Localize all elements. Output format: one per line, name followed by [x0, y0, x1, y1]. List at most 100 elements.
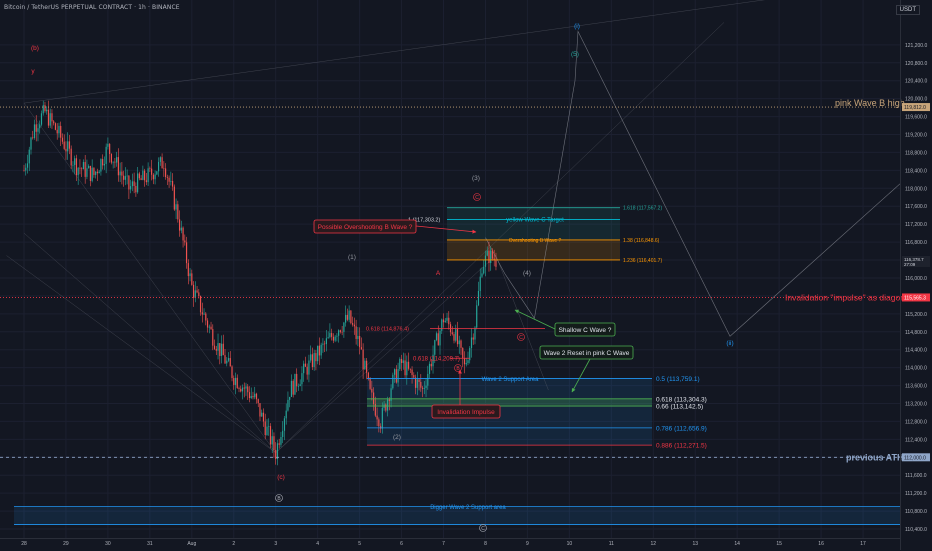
candle-body — [257, 399, 259, 404]
candle-body — [369, 378, 371, 389]
candle-body — [54, 123, 57, 130]
candle-body — [128, 175, 130, 190]
wave-label-ring — [275, 494, 283, 502]
candle-body — [255, 393, 258, 400]
y-tick-label: 114,000.0 — [905, 366, 927, 372]
wave-label: (2) — [393, 434, 401, 441]
candle-body — [254, 393, 256, 398]
fib-top-mid-label: yellow Wave C Target — [506, 218, 564, 224]
level-label: Invalidation "impulse" as diagonal — [785, 292, 912, 302]
bigger-support-zone — [14, 506, 900, 525]
candle-body — [310, 354, 312, 361]
candle-body — [95, 171, 97, 175]
candle-body — [39, 124, 41, 129]
fib-top-zone — [447, 207, 620, 240]
y-tick-label: 110,400.0 — [905, 527, 927, 533]
candle-body — [444, 320, 446, 323]
candle-body — [474, 327, 476, 340]
price-axis[interactable]: 110,400.0 110,800.0 111,200.0 111,600.0 112,… — [902, 43, 930, 533]
y-tick-label: 111,200.0 — [905, 491, 927, 497]
candle-body — [42, 105, 44, 114]
candle-body — [439, 330, 441, 346]
candle-body — [168, 177, 170, 182]
wave-label-ring — [479, 524, 487, 532]
x-tick-label: 6 — [400, 541, 403, 547]
candle-body — [149, 168, 151, 169]
callout-arrow — [571, 358, 591, 393]
y-tick-label: 112,400.0 — [905, 437, 927, 443]
time-axis[interactable]: 28 29 30 31 Aug 2 3 4 5 6 7 8 9 10 11 12 13 14 15 16 17 — [21, 541, 866, 547]
candle-body — [318, 345, 321, 356]
candle-body — [77, 167, 79, 176]
candle-body — [100, 159, 102, 172]
candle-body — [456, 329, 459, 345]
candle-body — [352, 323, 354, 325]
x-tick-label: 29 — [63, 541, 69, 547]
candle-body — [348, 310, 350, 320]
candle-body — [79, 167, 81, 169]
current-price-label: 116,378.7 — [904, 257, 924, 262]
y-tick-label: 114,400.0 — [905, 348, 927, 354]
candle-body — [362, 349, 364, 370]
callout-text: Shallow C Wave ? — [559, 327, 612, 334]
candle-body — [374, 404, 376, 416]
candles — [23, 100, 497, 466]
candle-body — [376, 415, 378, 420]
candle-body — [219, 343, 221, 356]
candle-body — [479, 276, 481, 291]
wave2-green-band — [367, 398, 652, 407]
candle-body — [378, 419, 380, 427]
candle-body — [483, 266, 485, 274]
y-tick-label: 115,200.0 — [905, 312, 927, 318]
y-tick-label: 119,200.0 — [905, 133, 927, 139]
candle-body — [107, 143, 109, 147]
candle-body — [311, 354, 314, 368]
candle-body — [32, 137, 34, 139]
candle-body — [303, 363, 305, 374]
candle-body — [296, 373, 298, 387]
x-tick-label: 16 — [818, 541, 824, 547]
candle-body — [63, 141, 65, 149]
candle-body — [341, 331, 343, 333]
candle-body — [110, 153, 112, 163]
candle-body — [25, 167, 27, 171]
wave-label-ring — [473, 193, 481, 201]
candle-body — [157, 161, 160, 172]
candle-body — [187, 263, 189, 277]
fib-zones — [14, 207, 900, 525]
candle-body — [289, 396, 291, 400]
candle-body — [217, 343, 219, 351]
x-tick-label: 14 — [734, 541, 740, 547]
candle-body — [317, 345, 319, 362]
candle-body — [161, 157, 163, 169]
price-tag-label: 112,000.0 — [904, 455, 926, 461]
candle-body — [420, 381, 422, 388]
y-tick-label: 118,400.0 — [905, 168, 927, 174]
candle-body — [324, 343, 326, 345]
candle-body — [366, 360, 368, 373]
trend-line — [23, 102, 276, 453]
candle-body — [140, 178, 142, 180]
currency-label[interactable]: USDT — [895, 5, 920, 15]
fib-bottom-label: 0.618 (113,304.3) — [656, 396, 707, 403]
level-label: pink Wave B high — [835, 98, 905, 108]
candle-body — [119, 171, 121, 176]
candle-body — [301, 373, 303, 385]
candle-body — [467, 360, 469, 363]
x-tick-label: 2 — [232, 541, 235, 547]
candle-body — [381, 407, 383, 429]
candle-body — [268, 426, 270, 427]
x-tick-label: 11 — [609, 541, 614, 547]
wave-label: (b) — [31, 45, 39, 52]
candle-body — [334, 336, 336, 341]
candle-body — [222, 343, 224, 356]
candle-body — [388, 399, 390, 401]
candle-body — [201, 312, 203, 315]
current-price-countdown: 27:09 — [904, 262, 916, 267]
wave-label: (i) — [574, 23, 580, 30]
candle-body — [385, 404, 387, 411]
x-tick-label: 30 — [105, 541, 111, 547]
candle-body — [47, 109, 50, 126]
x-tick-label: 15 — [776, 541, 782, 547]
